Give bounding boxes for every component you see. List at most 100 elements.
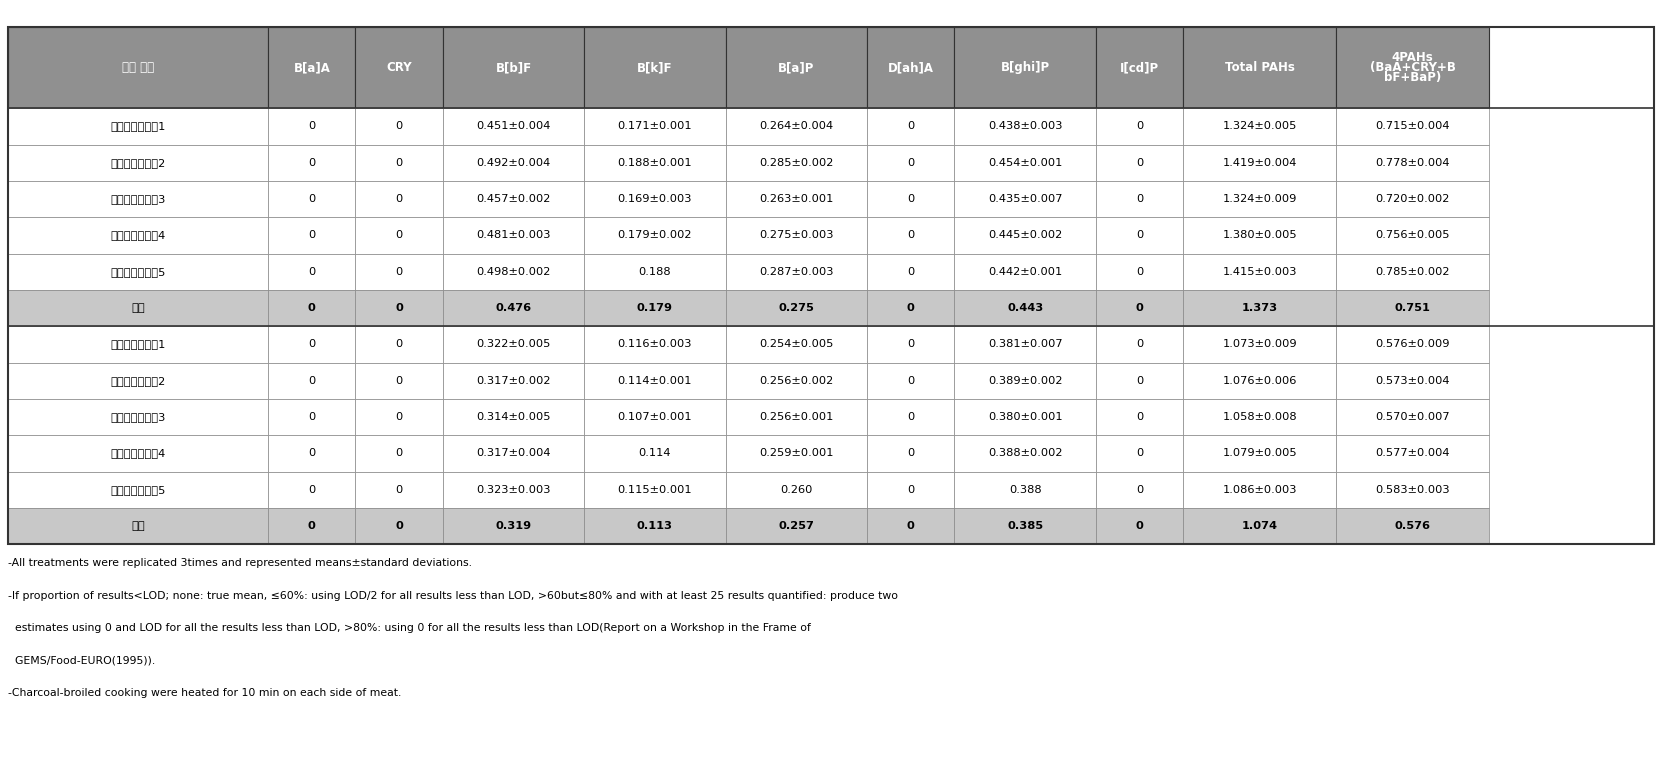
Text: 0: 0 — [307, 194, 316, 204]
Text: 0: 0 — [1135, 230, 1143, 240]
Bar — [585, 472, 726, 508]
Text: 0: 0 — [396, 230, 402, 240]
Text: 1.419±0.004: 1.419±0.004 — [1223, 158, 1296, 168]
Text: GEMS/Food-EURO(1995)).: GEMS/Food-EURO(1995)). — [8, 656, 156, 666]
Text: I[cd]P: I[cd]P — [1120, 61, 1158, 74]
Text: B[ghi]P: B[ghi]P — [1001, 61, 1050, 74]
Bar — [1095, 508, 1183, 544]
Text: 0.720±0.002: 0.720±0.002 — [1376, 194, 1449, 204]
Bar — [8, 326, 268, 363]
Text: 0: 0 — [396, 121, 402, 131]
Text: 숯불석쇠소등심1: 숯불석쇠소등심1 — [111, 121, 166, 131]
Text: 0.171±0.001: 0.171±0.001 — [618, 121, 693, 131]
Bar — [1183, 399, 1336, 435]
Text: 0.481±0.003: 0.481±0.003 — [477, 230, 550, 240]
Bar — [954, 181, 1095, 217]
Text: Total PAHs: Total PAHs — [1225, 61, 1295, 74]
Text: 0.179: 0.179 — [637, 303, 673, 313]
Text: 0.442±0.001: 0.442±0.001 — [987, 267, 1062, 277]
Text: 0: 0 — [1135, 303, 1143, 313]
Text: 0: 0 — [396, 339, 402, 349]
Text: 0: 0 — [907, 303, 914, 313]
Text: -All treatments were replicated 3times and represented means±standard deviations: -All treatments were replicated 3times a… — [8, 558, 472, 568]
Bar — [726, 108, 868, 145]
Text: 0.756±0.005: 0.756±0.005 — [1376, 230, 1449, 240]
Bar — [1183, 145, 1336, 181]
Bar — [8, 217, 268, 254]
Bar — [1183, 508, 1336, 544]
Bar — [868, 27, 954, 108]
Text: 1.324±0.009: 1.324±0.009 — [1223, 194, 1296, 204]
Text: 0.256±0.001: 0.256±0.001 — [760, 412, 834, 422]
Bar — [585, 27, 726, 108]
Text: 0.498±0.002: 0.498±0.002 — [477, 267, 550, 277]
Bar — [585, 326, 726, 363]
Bar — [1183, 181, 1336, 217]
Bar — [8, 435, 268, 472]
Text: 0.314±0.005: 0.314±0.005 — [477, 412, 550, 422]
Text: 0: 0 — [907, 158, 914, 168]
Bar — [726, 27, 868, 108]
Text: 숯불석쇠소등심4: 숯불석쇠소등심4 — [111, 230, 166, 240]
Text: 0: 0 — [907, 121, 914, 131]
Text: 0.573±0.004: 0.573±0.004 — [1376, 376, 1449, 386]
Bar — [726, 145, 868, 181]
Text: 0: 0 — [396, 303, 402, 313]
Bar — [442, 399, 585, 435]
Text: 1.058±0.008: 1.058±0.008 — [1222, 412, 1296, 422]
Bar — [442, 326, 585, 363]
Bar — [268, 435, 356, 472]
Bar — [954, 435, 1095, 472]
Bar — [726, 399, 868, 435]
Text: 0.454±0.001: 0.454±0.001 — [987, 158, 1062, 168]
Text: 0.445±0.002: 0.445±0.002 — [987, 230, 1062, 240]
Text: 0.388±0.002: 0.388±0.002 — [987, 448, 1062, 458]
Bar — [268, 254, 356, 290]
Text: B[a]A: B[a]A — [294, 61, 331, 74]
Bar — [1336, 508, 1489, 544]
Text: 0.179±0.002: 0.179±0.002 — [618, 230, 691, 240]
Text: 0: 0 — [907, 448, 914, 458]
Bar — [268, 145, 356, 181]
Text: 0.751: 0.751 — [1394, 303, 1431, 313]
Bar — [1095, 290, 1183, 326]
Bar — [442, 145, 585, 181]
Bar — [1336, 108, 1489, 145]
Text: 0: 0 — [907, 267, 914, 277]
Text: 1.086±0.003: 1.086±0.003 — [1222, 485, 1296, 495]
Bar — [954, 508, 1095, 544]
Bar — [726, 217, 868, 254]
Bar — [954, 326, 1095, 363]
Text: 0: 0 — [396, 376, 402, 386]
Text: 1.380±0.005: 1.380±0.005 — [1222, 230, 1296, 240]
Text: 0.256±0.002: 0.256±0.002 — [760, 376, 834, 386]
Text: estimates using 0 and LOD for all the results less than LOD, >80%: using 0 for a: estimates using 0 and LOD for all the re… — [8, 623, 811, 633]
Bar — [954, 217, 1095, 254]
Text: 0: 0 — [907, 339, 914, 349]
Text: 1.079±0.005: 1.079±0.005 — [1222, 448, 1296, 458]
Bar — [268, 399, 356, 435]
Bar — [726, 435, 868, 472]
Bar — [1336, 435, 1489, 472]
Bar — [1183, 290, 1336, 326]
Text: 0.381±0.007: 0.381±0.007 — [987, 339, 1062, 349]
Text: (BaA+CRY+B: (BaA+CRY+B — [1369, 61, 1456, 74]
Text: 0.115±0.001: 0.115±0.001 — [618, 485, 693, 495]
Text: 0.259±0.001: 0.259±0.001 — [760, 448, 834, 458]
Text: 0.263±0.001: 0.263±0.001 — [760, 194, 834, 204]
Text: 1.373: 1.373 — [1242, 303, 1278, 313]
Bar — [356, 399, 442, 435]
Bar — [1183, 108, 1336, 145]
Bar — [356, 435, 442, 472]
Bar — [726, 472, 868, 508]
Text: 0: 0 — [307, 267, 316, 277]
Bar — [868, 472, 954, 508]
Bar — [868, 508, 954, 544]
Bar — [356, 326, 442, 363]
Text: 0.275±0.003: 0.275±0.003 — [760, 230, 834, 240]
Bar — [442, 254, 585, 290]
Text: 0: 0 — [1135, 121, 1143, 131]
Bar — [585, 254, 726, 290]
Bar — [1095, 181, 1183, 217]
Bar — [8, 399, 268, 435]
